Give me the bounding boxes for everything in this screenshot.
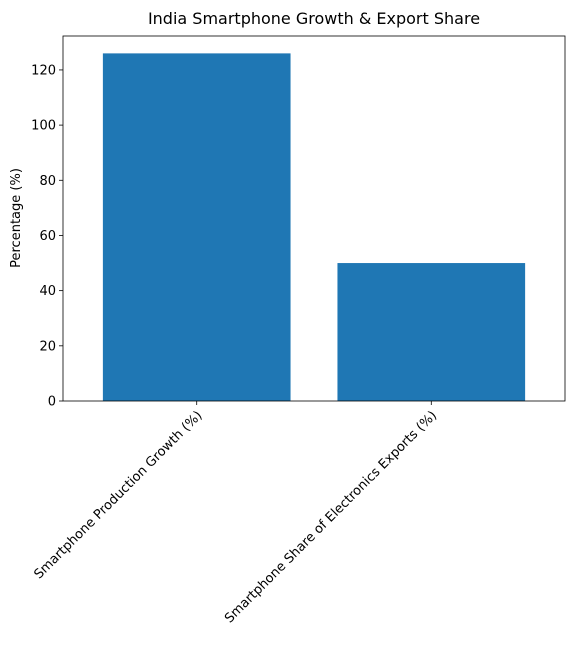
y-tick-label: 40 [39, 284, 56, 299]
y-axis-label: Percentage (%) [9, 168, 24, 268]
x-axis-ticks: Smartphone Production Growth (%) Smartpho… [32, 401, 440, 626]
y-tick-label: 100 [31, 119, 56, 134]
x-tick-label: Smartphone Production Growth (%) [32, 408, 206, 582]
plot-frame [62, 35, 566, 402]
x-tick-label: Smartphone Share of Electronics Exports … [222, 408, 440, 626]
y-tick-label: 0 [48, 395, 56, 410]
y-tick-label: 20 [39, 339, 56, 354]
y-axis-ticks: 0 20 40 60 80 100 120 [31, 63, 63, 410]
bar [337, 263, 526, 401]
y-tick-label: 80 [39, 174, 56, 189]
chart-title: India Smartphone Growth & Export Share [148, 9, 480, 28]
bars-group [102, 53, 526, 401]
y-tick-label: 60 [39, 229, 56, 244]
bar [102, 53, 291, 401]
y-tick-label: 120 [31, 63, 56, 78]
